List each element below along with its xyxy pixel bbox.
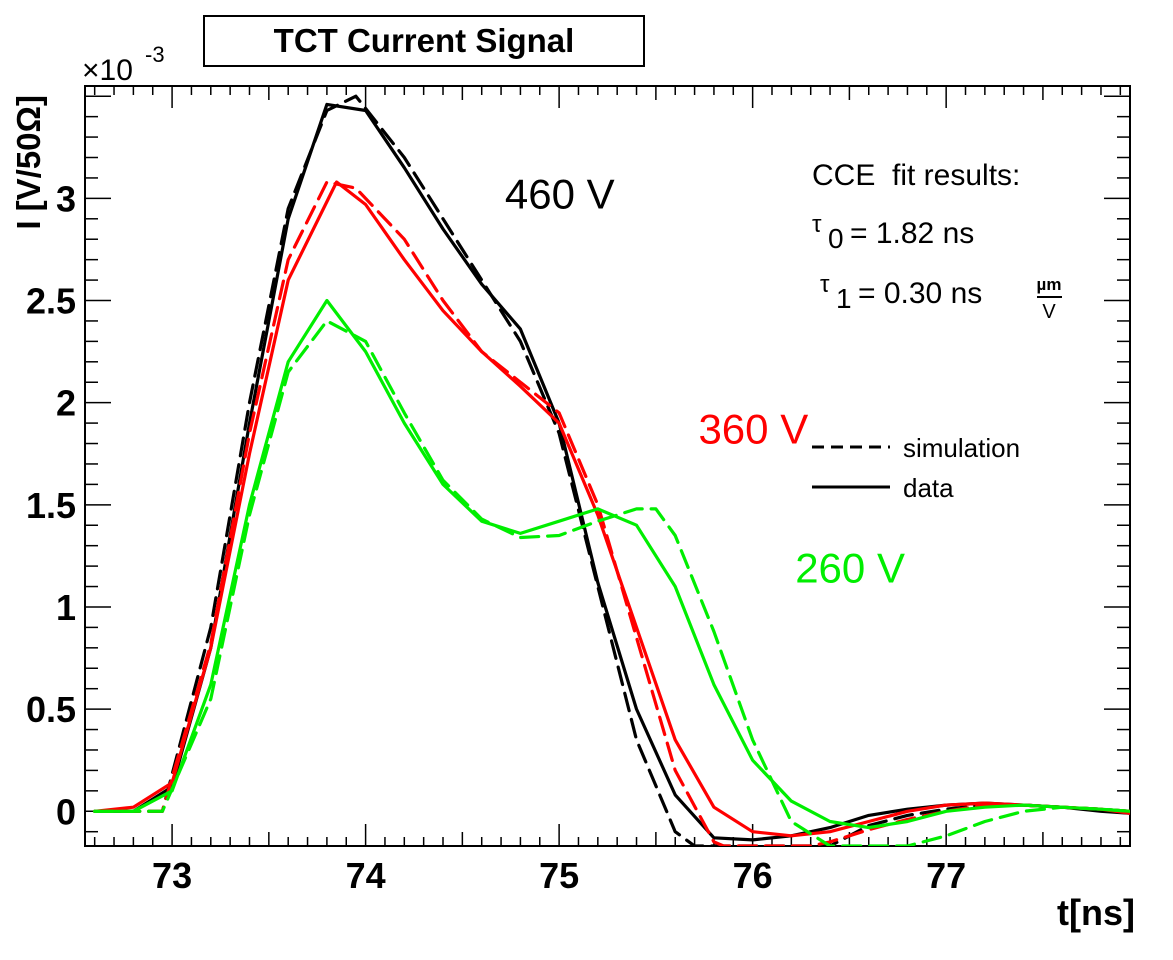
- series-labels: 460 V 360 V 260 V: [505, 171, 905, 592]
- x-tick-label: 76: [733, 855, 773, 896]
- series-line-260v-solid: [93, 298, 1130, 830]
- y-tick-label: 1.5: [26, 485, 76, 526]
- series-line-260v-dashed: [93, 319, 1130, 846]
- series-label: 460 V: [505, 171, 615, 218]
- tau1-subscript: 1: [836, 283, 852, 314]
- legend-label-simulation: simulation: [903, 433, 1020, 463]
- series-label: 260 V: [795, 544, 905, 591]
- tau0-subscript: 0: [828, 223, 844, 254]
- tau1-unit-denominator: V: [1042, 301, 1056, 323]
- y-axis-label: I [V/50Ω]: [10, 95, 47, 230]
- y-scale-exponent: -3: [145, 42, 165, 67]
- x-tick-label: 74: [346, 855, 386, 896]
- y-tick-label: 0.5: [26, 689, 76, 730]
- y-tick-label: 1: [56, 587, 76, 628]
- fit-results-header: CCE fit results:: [812, 159, 1020, 192]
- y-tick-label: 2.5: [26, 281, 76, 322]
- chart-title: TCT Current Signal: [203, 15, 645, 67]
- y-scale-label: ×10: [82, 54, 133, 87]
- legend-label-data: data: [903, 473, 954, 503]
- x-tick-label: 75: [539, 855, 579, 896]
- tau1-unit-numerator: µm: [1037, 275, 1062, 294]
- tau0-value: = 1.82 ns: [850, 217, 974, 250]
- tau0-symbol: τ: [812, 211, 822, 238]
- y-tick-label: 2: [56, 383, 76, 424]
- series-lines: [93, 94, 1130, 846]
- x-tick-label: 73: [152, 855, 192, 896]
- series-label: 360 V: [698, 406, 808, 453]
- axis-ticks: 73 74 75 76 77 0 0.5 1 1.5 2 2.5 3: [26, 86, 1130, 896]
- y-tick-label: 3: [56, 178, 76, 219]
- tau1-symbol: τ: [820, 271, 830, 298]
- x-axis-label: t[ns]: [1057, 892, 1135, 933]
- x-tick-label: 77: [926, 855, 966, 896]
- tau1-value: = 0.30 ns: [858, 277, 982, 310]
- y-tick-label: 0: [56, 791, 76, 832]
- plot-frame: [84, 85, 1131, 847]
